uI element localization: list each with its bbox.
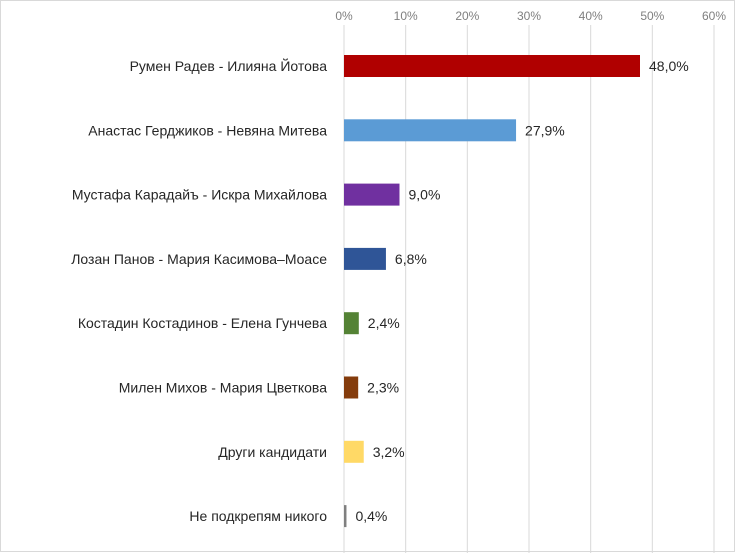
x-tick-label: 30%	[517, 9, 541, 23]
bar	[344, 119, 517, 142]
x-tick-label: 50%	[640, 9, 664, 23]
data-label: 3,2%	[373, 444, 405, 460]
category-label: Костадин Костадинов - Елена Гунчева	[78, 315, 327, 331]
category-label: Не подкрепям никого	[189, 508, 327, 524]
x-tick-label: 10%	[394, 9, 418, 23]
category-label: Лозан Панов - Мария Касимова–Моасе	[71, 251, 327, 267]
category-label: Милен Михов - Мария Цветкова	[119, 380, 327, 396]
bar	[344, 505, 347, 528]
bar	[344, 312, 359, 335]
bar	[344, 55, 640, 77]
bar	[344, 440, 364, 463]
x-tick-label: 60%	[702, 9, 726, 23]
category-label: Мустафа Карадайъ - Искра Михайлова	[72, 187, 327, 203]
bar	[344, 247, 386, 270]
data-label: 48,0%	[649, 58, 689, 74]
x-tick-label: 20%	[455, 9, 479, 23]
bar	[344, 183, 400, 206]
data-label: 2,3%	[367, 380, 399, 396]
category-label: Анастас Герджиков - Невяна Митева	[88, 122, 327, 138]
category-label: Румен Радев - Илияна Йотова	[130, 57, 328, 74]
bar	[344, 376, 359, 399]
data-label: 27,9%	[525, 122, 565, 138]
data-label: 0,4%	[355, 508, 387, 524]
category-label: Други кандидати	[218, 444, 327, 460]
x-tick-label: 40%	[579, 9, 603, 23]
x-tick-label: 0%	[335, 9, 353, 23]
data-label: 9,0%	[409, 187, 441, 203]
data-label: 6,8%	[395, 251, 427, 267]
data-label: 2,4%	[368, 315, 400, 331]
